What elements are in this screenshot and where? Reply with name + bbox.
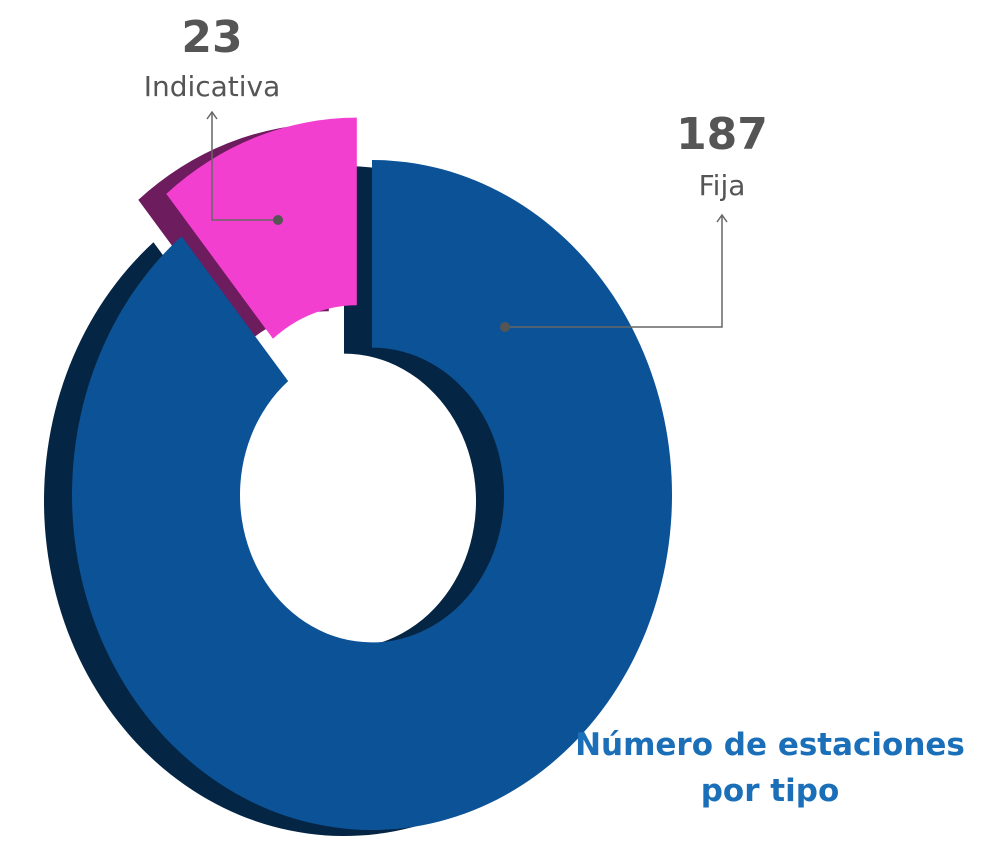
leader-arrow	[716, 213, 728, 223]
leader-dot	[273, 215, 283, 225]
leader-line	[211, 112, 278, 221]
category-label: Indicativa	[144, 70, 281, 103]
value-label: 23	[181, 12, 242, 63]
leader-arrow	[206, 110, 218, 120]
leader-dot	[500, 322, 510, 332]
chart-title: Número de estaciones por tipo	[575, 727, 965, 809]
leader-line	[505, 215, 723, 328]
slice	[166, 117, 357, 339]
value-label: 187	[676, 109, 768, 160]
category-label: Fija	[699, 169, 746, 202]
